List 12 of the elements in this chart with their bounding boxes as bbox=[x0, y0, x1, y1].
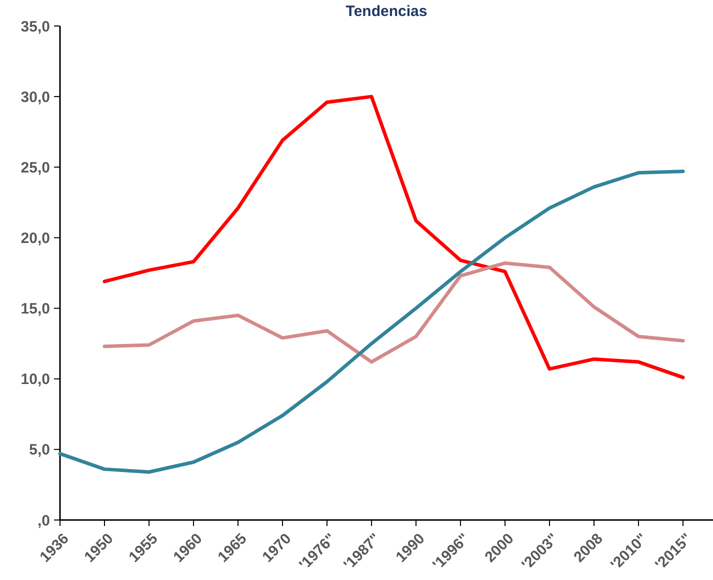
line-series bbox=[102, 94, 685, 380]
y-tick-label: 5,0 bbox=[29, 442, 50, 459]
line-series bbox=[102, 261, 685, 364]
y-tick-label: 10,0 bbox=[20, 371, 50, 388]
line-series bbox=[58, 170, 685, 474]
y-tick-label: 30,0 bbox=[20, 88, 50, 106]
y-tick-label: 15,0 bbox=[20, 300, 50, 318]
chart-title: Tendencias bbox=[346, 3, 428, 20]
y-tick-label: 20,0 bbox=[20, 230, 50, 247]
y-tick-label: 25,0 bbox=[20, 159, 50, 176]
y-tick-label: ,0 bbox=[37, 512, 50, 530]
y-tick-label: 35,0 bbox=[20, 18, 50, 36]
